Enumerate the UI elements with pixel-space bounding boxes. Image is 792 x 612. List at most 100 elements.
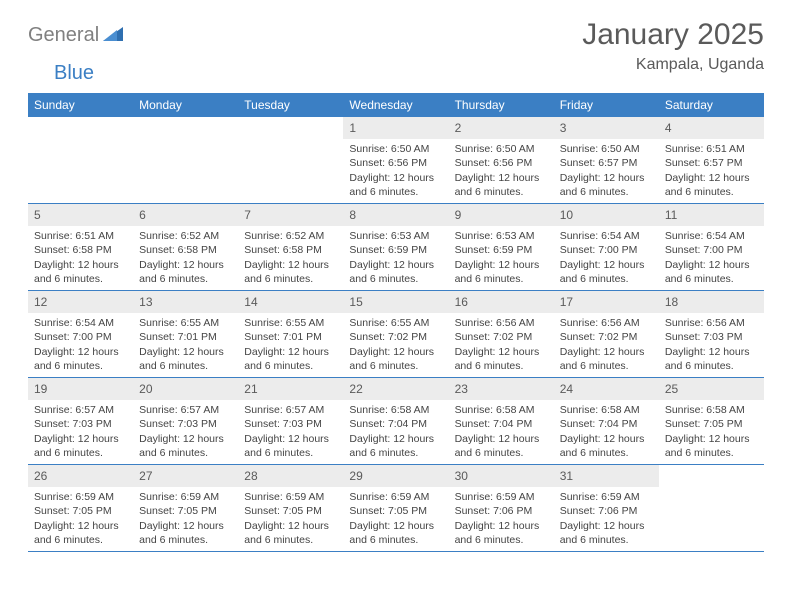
sunset-line: Sunset: 7:04 PM: [455, 417, 548, 431]
daylight-line: Daylight: 12 hours and 6 minutes.: [244, 345, 337, 373]
daylight-line: Daylight: 12 hours and 6 minutes.: [560, 432, 653, 460]
day-info: Sunrise: 6:57 AMSunset: 7:03 PMDaylight:…: [238, 400, 343, 464]
sunrise-line: Sunrise: 6:53 AM: [349, 229, 442, 243]
day-cell: 4Sunrise: 6:51 AMSunset: 6:57 PMDaylight…: [659, 117, 764, 203]
daylight-line: Daylight: 12 hours and 6 minutes.: [665, 171, 758, 199]
daylight-line: Daylight: 12 hours and 6 minutes.: [665, 258, 758, 286]
sunset-line: Sunset: 6:59 PM: [455, 243, 548, 257]
day-cell: 12Sunrise: 6:54 AMSunset: 7:00 PMDayligh…: [28, 291, 133, 377]
day-number: 5: [28, 204, 133, 226]
sunrise-line: Sunrise: 6:54 AM: [34, 316, 127, 330]
sunset-line: Sunset: 7:03 PM: [665, 330, 758, 344]
day-info: Sunrise: 6:58 AMSunset: 7:04 PMDaylight:…: [449, 400, 554, 464]
day-number: 7: [238, 204, 343, 226]
day-cell: [133, 117, 238, 203]
sunset-line: Sunset: 6:58 PM: [244, 243, 337, 257]
sunset-line: Sunset: 7:04 PM: [349, 417, 442, 431]
day-cell: 7Sunrise: 6:52 AMSunset: 6:58 PMDaylight…: [238, 204, 343, 290]
week-row: 5Sunrise: 6:51 AMSunset: 6:58 PMDaylight…: [28, 204, 764, 291]
day-cell: 1Sunrise: 6:50 AMSunset: 6:56 PMDaylight…: [343, 117, 448, 203]
day-number: 19: [28, 378, 133, 400]
daylight-line: Daylight: 12 hours and 6 minutes.: [560, 258, 653, 286]
day-number: 15: [343, 291, 448, 313]
day-cell: 29Sunrise: 6:59 AMSunset: 7:05 PMDayligh…: [343, 465, 448, 551]
sunrise-line: Sunrise: 6:50 AM: [455, 142, 548, 156]
day-number: 17: [554, 291, 659, 313]
sunrise-line: Sunrise: 6:55 AM: [139, 316, 232, 330]
sunset-line: Sunset: 6:56 PM: [349, 156, 442, 170]
sunset-line: Sunset: 7:05 PM: [665, 417, 758, 431]
day-info: Sunrise: 6:58 AMSunset: 7:04 PMDaylight:…: [554, 400, 659, 464]
sunrise-line: Sunrise: 6:58 AM: [560, 403, 653, 417]
day-number: 1: [343, 117, 448, 139]
day-cell: 10Sunrise: 6:54 AMSunset: 7:00 PMDayligh…: [554, 204, 659, 290]
sunset-line: Sunset: 7:02 PM: [560, 330, 653, 344]
week-row: 26Sunrise: 6:59 AMSunset: 7:05 PMDayligh…: [28, 465, 764, 552]
day-info: Sunrise: 6:50 AMSunset: 6:56 PMDaylight:…: [449, 139, 554, 203]
day-number: 21: [238, 378, 343, 400]
weekday-header: Saturday: [659, 93, 764, 117]
sunset-line: Sunset: 7:05 PM: [139, 504, 232, 518]
day-cell: 15Sunrise: 6:55 AMSunset: 7:02 PMDayligh…: [343, 291, 448, 377]
day-info: Sunrise: 6:57 AMSunset: 7:03 PMDaylight:…: [133, 400, 238, 464]
daylight-line: Daylight: 12 hours and 6 minutes.: [455, 171, 548, 199]
day-cell: [238, 117, 343, 203]
day-info: Sunrise: 6:59 AMSunset: 7:05 PMDaylight:…: [133, 487, 238, 551]
day-number: 16: [449, 291, 554, 313]
sunset-line: Sunset: 6:57 PM: [665, 156, 758, 170]
day-cell: 6Sunrise: 6:52 AMSunset: 6:58 PMDaylight…: [133, 204, 238, 290]
logo: General: [28, 18, 126, 47]
sunrise-line: Sunrise: 6:59 AM: [349, 490, 442, 504]
sunset-line: Sunset: 7:02 PM: [455, 330, 548, 344]
day-number: 8: [343, 204, 448, 226]
sunset-line: Sunset: 6:56 PM: [455, 156, 548, 170]
daylight-line: Daylight: 12 hours and 6 minutes.: [349, 258, 442, 286]
day-number: 2: [449, 117, 554, 139]
day-info: Sunrise: 6:50 AMSunset: 6:57 PMDaylight:…: [554, 139, 659, 203]
day-number: 18: [659, 291, 764, 313]
weekday-header: Wednesday: [343, 93, 448, 117]
logo-text-part1: General: [28, 24, 99, 47]
sunset-line: Sunset: 7:00 PM: [34, 330, 127, 344]
daylight-line: Daylight: 12 hours and 6 minutes.: [34, 432, 127, 460]
weekday-header: Monday: [133, 93, 238, 117]
day-info: Sunrise: 6:57 AMSunset: 7:03 PMDaylight:…: [28, 400, 133, 464]
day-cell: 30Sunrise: 6:59 AMSunset: 7:06 PMDayligh…: [449, 465, 554, 551]
week-row: 1Sunrise: 6:50 AMSunset: 6:56 PMDaylight…: [28, 117, 764, 204]
day-info: Sunrise: 6:59 AMSunset: 7:05 PMDaylight:…: [28, 487, 133, 551]
daylight-line: Daylight: 12 hours and 6 minutes.: [139, 258, 232, 286]
day-info: Sunrise: 6:55 AMSunset: 7:02 PMDaylight:…: [343, 313, 448, 377]
day-info: Sunrise: 6:52 AMSunset: 6:58 PMDaylight:…: [238, 226, 343, 290]
sunset-line: Sunset: 6:58 PM: [34, 243, 127, 257]
sunrise-line: Sunrise: 6:52 AM: [244, 229, 337, 243]
day-cell: 21Sunrise: 6:57 AMSunset: 7:03 PMDayligh…: [238, 378, 343, 464]
sunrise-line: Sunrise: 6:50 AM: [349, 142, 442, 156]
day-cell: 26Sunrise: 6:59 AMSunset: 7:05 PMDayligh…: [28, 465, 133, 551]
calendar-grid: SundayMondayTuesdayWednesdayThursdayFrid…: [28, 93, 764, 552]
day-cell: 25Sunrise: 6:58 AMSunset: 7:05 PMDayligh…: [659, 378, 764, 464]
sunset-line: Sunset: 7:06 PM: [455, 504, 548, 518]
day-cell: 17Sunrise: 6:56 AMSunset: 7:02 PMDayligh…: [554, 291, 659, 377]
sunset-line: Sunset: 7:03 PM: [34, 417, 127, 431]
day-number: 23: [449, 378, 554, 400]
weekday-header-row: SundayMondayTuesdayWednesdayThursdayFrid…: [28, 93, 764, 117]
sunrise-line: Sunrise: 6:52 AM: [139, 229, 232, 243]
day-cell: 16Sunrise: 6:56 AMSunset: 7:02 PMDayligh…: [449, 291, 554, 377]
day-number: 14: [238, 291, 343, 313]
weekday-header: Friday: [554, 93, 659, 117]
day-info: Sunrise: 6:53 AMSunset: 6:59 PMDaylight:…: [343, 226, 448, 290]
day-number: 11: [659, 204, 764, 226]
day-number: 22: [343, 378, 448, 400]
day-number: 10: [554, 204, 659, 226]
day-number: 6: [133, 204, 238, 226]
sunrise-line: Sunrise: 6:56 AM: [560, 316, 653, 330]
sunset-line: Sunset: 7:05 PM: [34, 504, 127, 518]
day-cell: 24Sunrise: 6:58 AMSunset: 7:04 PMDayligh…: [554, 378, 659, 464]
sunrise-line: Sunrise: 6:59 AM: [34, 490, 127, 504]
sunrise-line: Sunrise: 6:56 AM: [455, 316, 548, 330]
sunrise-line: Sunrise: 6:54 AM: [665, 229, 758, 243]
sunset-line: Sunset: 7:05 PM: [244, 504, 337, 518]
day-info: Sunrise: 6:51 AMSunset: 6:58 PMDaylight:…: [28, 226, 133, 290]
day-info: Sunrise: 6:55 AMSunset: 7:01 PMDaylight:…: [238, 313, 343, 377]
day-info: Sunrise: 6:51 AMSunset: 6:57 PMDaylight:…: [659, 139, 764, 203]
